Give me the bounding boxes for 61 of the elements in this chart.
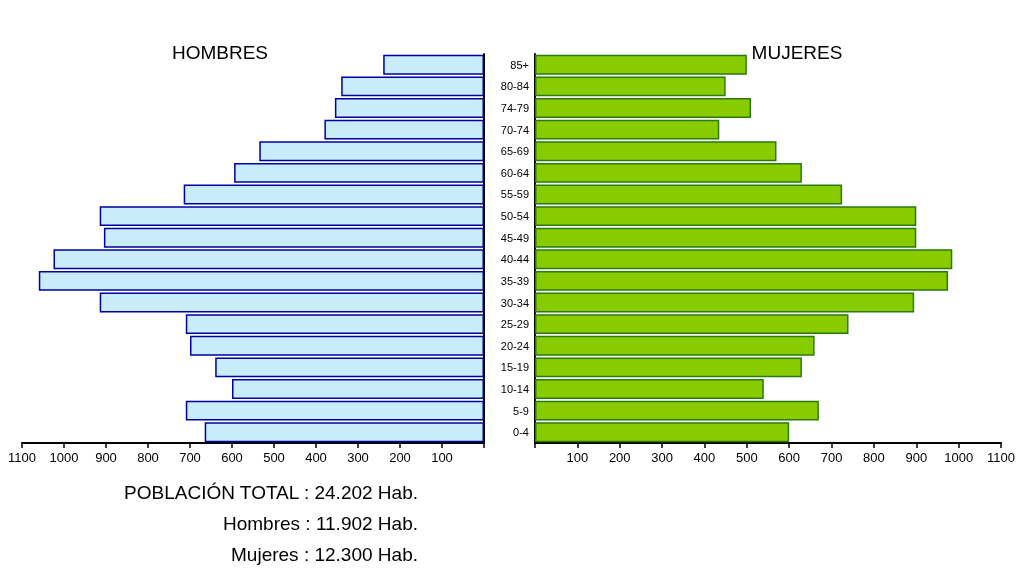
bar bbox=[99, 206, 484, 227]
x-tick-label: 100 bbox=[566, 450, 589, 465]
x-tick-label: 600 bbox=[221, 450, 243, 465]
bar bbox=[535, 98, 752, 118]
y-tick-label: 60-64 bbox=[500, 166, 529, 179]
x-tick-label: 900 bbox=[905, 450, 928, 465]
bar bbox=[232, 379, 484, 399]
chart-title: HOMBRES bbox=[171, 42, 269, 63]
bar bbox=[185, 314, 484, 335]
bar bbox=[99, 292, 484, 313]
x-tick-label: 600 bbox=[778, 450, 801, 465]
x-tick-label: 500 bbox=[735, 450, 758, 465]
x-tick-label: 400 bbox=[305, 450, 327, 465]
bar bbox=[334, 98, 484, 118]
y-tick-label: 15-19 bbox=[500, 361, 529, 374]
y-tick-label: 40-44 bbox=[500, 253, 529, 266]
x-tick-label: 1100 bbox=[8, 450, 36, 465]
x-tick-label: 100 bbox=[431, 450, 453, 465]
y-tick-label: 55-59 bbox=[500, 188, 529, 201]
bar bbox=[535, 292, 915, 313]
y-tick-label: 10-14 bbox=[500, 382, 529, 395]
x-tick-label: 200 bbox=[608, 450, 631, 465]
x-tick-label: 900 bbox=[95, 450, 117, 465]
y-tick-label: 0-4 bbox=[513, 426, 529, 439]
x-tick-label: 700 bbox=[179, 450, 201, 465]
x-tick-label: 1000 bbox=[944, 450, 974, 465]
bar bbox=[535, 162, 802, 183]
x-tick-label: 300 bbox=[651, 450, 673, 465]
x-tick-label: 200 bbox=[389, 450, 411, 465]
y-tick-label: 45-49 bbox=[500, 231, 529, 244]
chart-title: MUJERES bbox=[751, 42, 843, 63]
y-tick-label: 20-24 bbox=[500, 339, 529, 352]
bar bbox=[535, 314, 849, 335]
bar bbox=[535, 206, 917, 227]
y-tick-label: 35-39 bbox=[500, 274, 529, 287]
y-tick-label: 25-29 bbox=[500, 318, 529, 331]
x-tick-label: 700 bbox=[820, 450, 843, 465]
y-tick-label: 74-79 bbox=[500, 102, 529, 115]
text: POBLACIÓN TOTAL : 24.202 Hab. bbox=[124, 482, 418, 503]
y-tick-label: 5-9 bbox=[513, 404, 529, 417]
x-tick-label: 800 bbox=[863, 450, 885, 465]
y-tick-label: 50-54 bbox=[500, 210, 529, 223]
x-tick-label: 800 bbox=[137, 450, 159, 465]
x-tick-label: 300 bbox=[347, 450, 369, 465]
bar bbox=[535, 270, 949, 291]
y-tick-label: 70-74 bbox=[500, 123, 529, 136]
y-tick-label: 65-69 bbox=[500, 145, 529, 158]
bar bbox=[183, 184, 484, 205]
x-tick-label: 400 bbox=[693, 450, 716, 465]
bar bbox=[38, 270, 484, 291]
bar bbox=[535, 379, 764, 399]
bar bbox=[535, 184, 843, 205]
y-tick-label: 30-34 bbox=[500, 296, 529, 309]
x-tick-label: 500 bbox=[263, 450, 285, 465]
y-tick-label: 80-84 bbox=[500, 80, 529, 93]
x-tick-label: 1100 bbox=[987, 450, 1016, 465]
text: Mujeres : 12.300 Hab. bbox=[231, 544, 418, 565]
y-tick-label: 85+ bbox=[510, 58, 529, 71]
x-tick-label: 1000 bbox=[49, 450, 79, 465]
text: Hombres : 11.902 Hab. bbox=[222, 513, 418, 534]
bar bbox=[234, 162, 484, 183]
